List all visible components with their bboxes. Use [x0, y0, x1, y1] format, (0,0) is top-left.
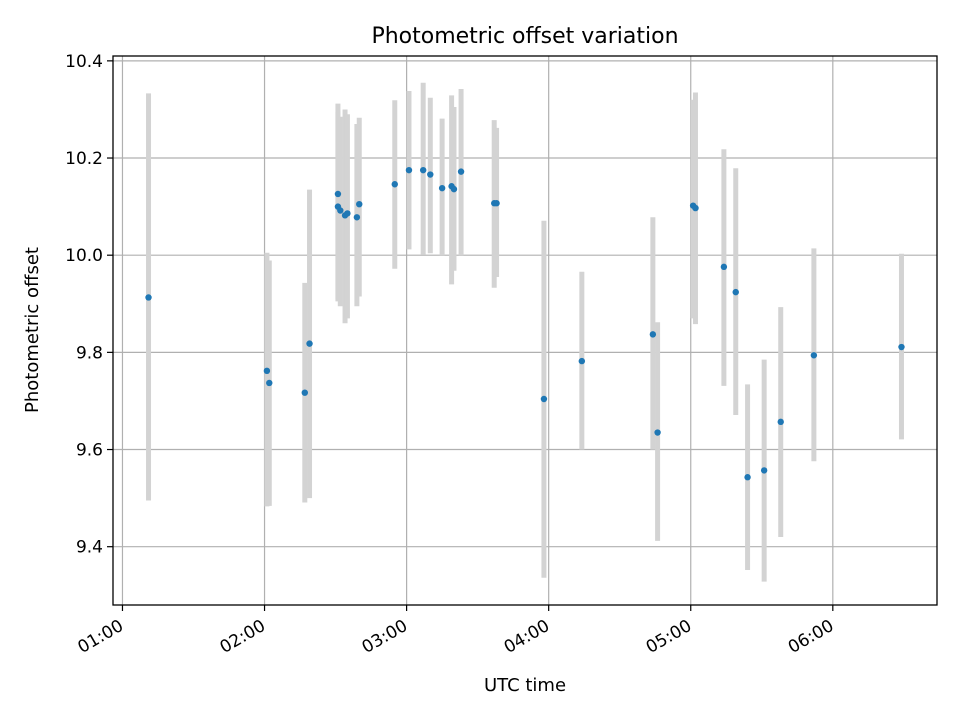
x-tick-label: 05:00	[643, 616, 695, 658]
y-axis-ticks: 9.4 9.6 9.8 10.0 10.2 10.4	[65, 52, 113, 558]
x-tick-label: 06:00	[785, 616, 837, 658]
data-point	[266, 380, 272, 386]
data-point	[650, 331, 656, 337]
data-point	[145, 294, 151, 300]
data-point	[420, 167, 426, 173]
data-point	[392, 181, 398, 187]
data-point	[493, 200, 499, 206]
data-point	[458, 168, 464, 174]
x-tick-label: 02:00	[217, 616, 269, 658]
y-tick-label: 9.4	[76, 538, 103, 558]
data-point	[811, 352, 817, 358]
x-axis-ticks: 01:00 02:00 03:00 04:00 05:00 06:00	[75, 605, 838, 658]
data-point	[306, 340, 312, 346]
x-tick-label: 03:00	[359, 616, 411, 658]
data-point	[778, 419, 784, 425]
data-point	[344, 210, 350, 216]
y-axis-label: Photometric offset	[22, 247, 43, 413]
data-point	[654, 429, 660, 435]
y-tick-label: 10.0	[65, 246, 103, 266]
data-point	[337, 207, 343, 213]
x-tick-label: 01:00	[75, 616, 127, 658]
data-points	[145, 167, 904, 480]
scatter-chart: Photometric offset variation 01:00 02:00 0…	[0, 0, 960, 720]
data-point	[761, 467, 767, 473]
y-tick-label: 9.8	[76, 343, 103, 363]
data-point	[439, 185, 445, 191]
y-tick-label: 9.6	[76, 441, 103, 461]
data-point	[898, 344, 904, 350]
data-point	[733, 289, 739, 295]
data-point	[744, 474, 750, 480]
data-point	[335, 191, 341, 197]
data-point	[406, 167, 412, 173]
y-tick-label: 10.2	[65, 149, 103, 169]
data-point	[356, 201, 362, 207]
data-point	[302, 389, 308, 395]
data-point	[721, 264, 727, 270]
y-tick-label: 10.4	[65, 52, 103, 72]
x-axis-label: UTC time	[484, 675, 566, 696]
data-point	[264, 368, 270, 374]
x-tick-label: 04:00	[501, 616, 553, 658]
data-point	[579, 358, 585, 364]
data-point	[692, 205, 698, 211]
data-point	[541, 396, 547, 402]
data-point	[451, 186, 457, 192]
chart-title: Photometric offset variation	[371, 24, 678, 49]
data-point	[427, 171, 433, 177]
data-point	[354, 214, 360, 220]
